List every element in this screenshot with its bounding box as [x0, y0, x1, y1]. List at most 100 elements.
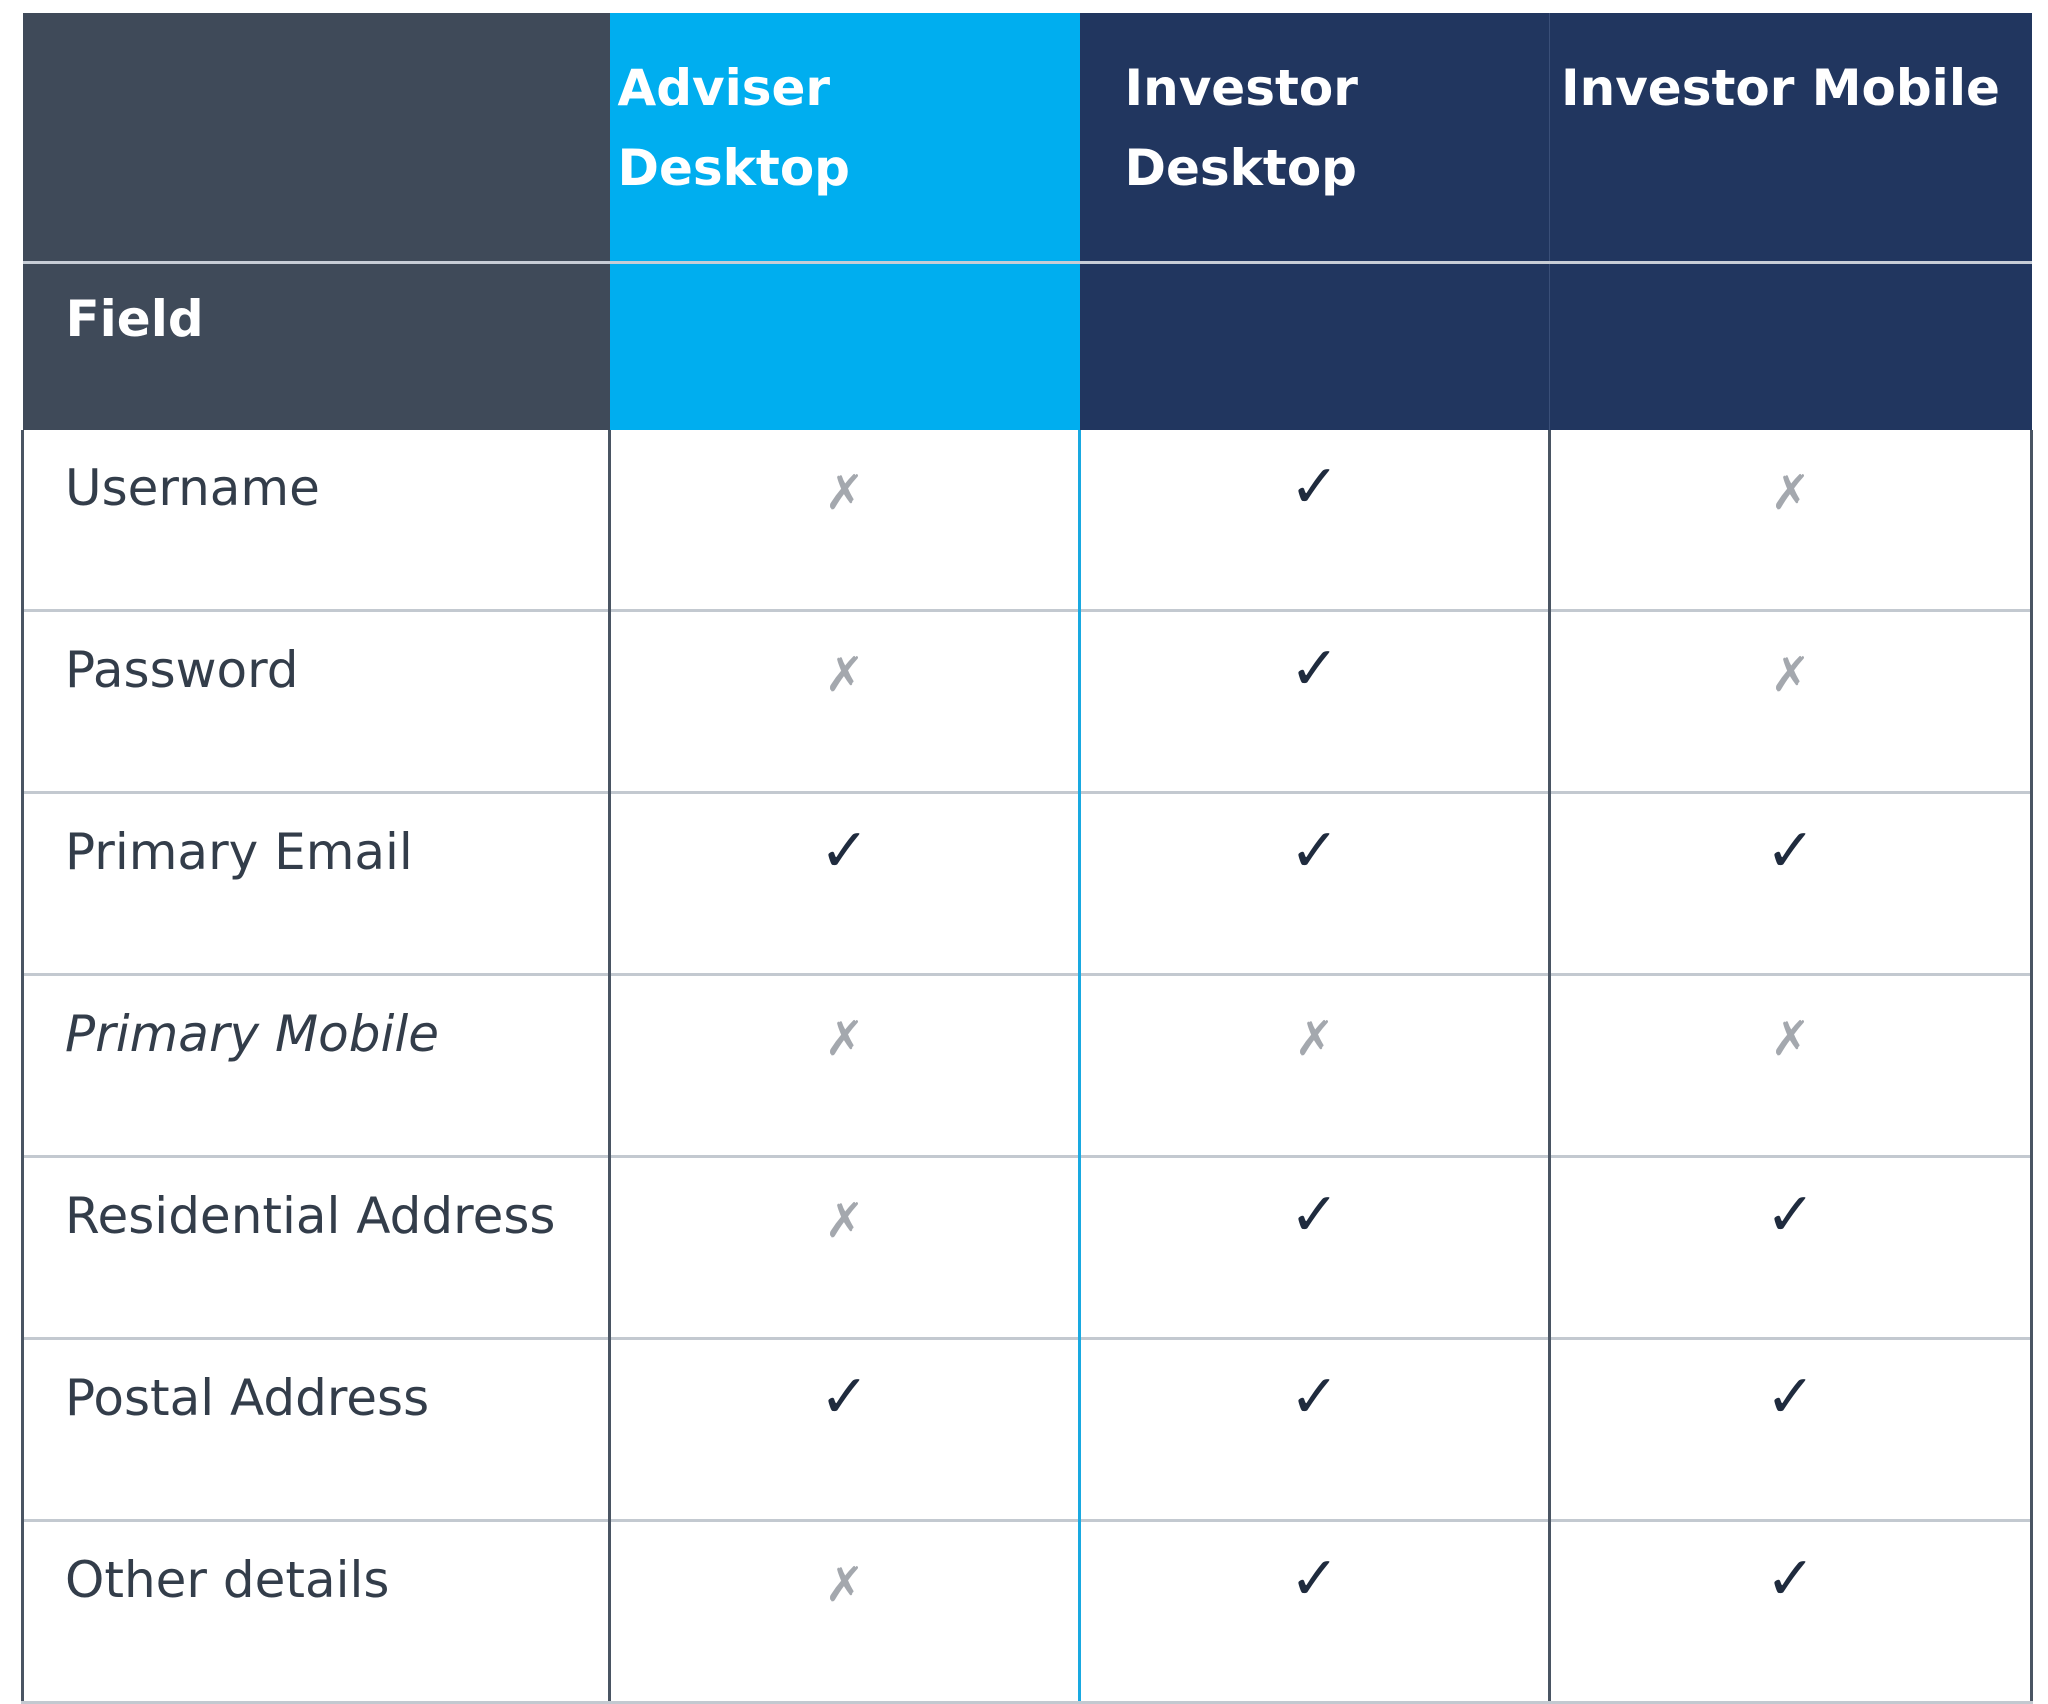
- investor-mobile-cell: ✗: [1548, 609, 2033, 793]
- header-field: Field: [22, 262, 610, 430]
- header-field-label: Field: [65, 290, 204, 348]
- check-icon: ✓: [1551, 1340, 2030, 1432]
- check-icon: ✓: [1081, 612, 1548, 704]
- investor-mobile-cell: ✓: [1548, 1519, 2033, 1704]
- check-icon: ✓: [1551, 794, 2030, 886]
- table-row: Username ✗ ✓ ✗: [21, 430, 2033, 611]
- check-icon: ✓: [1551, 1522, 2030, 1614]
- check-icon: ✓: [1081, 430, 1548, 522]
- header-investor-desktop-label: Investor Desktop: [1124, 59, 1358, 197]
- field-label: Residential Address: [65, 1187, 556, 1245]
- adviser-desktop-cell: ✗: [608, 1155, 1081, 1339]
- investor-mobile-cell: ✗: [1548, 430, 2033, 611]
- header-investor-desktop: Investor Desktop: [1079, 13, 1550, 264]
- adviser-desktop-cell: ✓: [608, 791, 1081, 975]
- table-row: Primary Email ✓ ✓ ✓: [21, 791, 2033, 975]
- cross-icon: ✗: [611, 430, 1078, 528]
- adviser-desktop-cell: ✗: [608, 973, 1081, 1157]
- table-row: Postal Address ✓ ✓ ✓: [21, 1337, 2033, 1521]
- header-adviser-desktop: Adviser Desktop: [609, 13, 1080, 264]
- cross-icon: ✗: [611, 1522, 1078, 1620]
- field-label: Username: [65, 459, 320, 517]
- header-investor-mobile-blank: [1549, 262, 2032, 430]
- cross-mark-glyph: ✗: [824, 1193, 865, 1249]
- cross-mark-glyph: ✗: [824, 1557, 865, 1613]
- investor-mobile-cell: ✓: [1548, 1337, 2033, 1521]
- check-icon: ✓: [1081, 1158, 1548, 1250]
- investor-desktop-cell: ✓: [1078, 1519, 1551, 1704]
- check-icon: ✓: [1551, 1158, 2030, 1250]
- field-label: Primary Email: [65, 823, 413, 881]
- cross-mark-glyph: ✗: [1770, 1011, 1811, 1067]
- check-icon: ✓: [611, 794, 1078, 886]
- check-mark-glyph: ✓: [819, 816, 870, 886]
- table-row: Primary Mobile ✗ ✗ ✗: [21, 973, 2033, 1157]
- adviser-desktop-cell: ✗: [608, 430, 1081, 611]
- investor-mobile-cell: ✗: [1548, 973, 2033, 1157]
- cross-icon: ✗: [611, 1158, 1078, 1256]
- header-row-field: Field: [22, 262, 2032, 430]
- check-mark-glyph: ✓: [1765, 1180, 1816, 1250]
- check-mark-glyph: ✓: [819, 1362, 870, 1432]
- table-row: Other details ✗ ✓ ✓: [21, 1519, 2033, 1704]
- check-mark-glyph: ✓: [1289, 452, 1340, 522]
- check-icon: ✓: [611, 1340, 1078, 1432]
- field-label: Other details: [65, 1551, 390, 1609]
- field-label: Postal Address: [65, 1369, 430, 1427]
- cross-icon: ✗: [1551, 976, 2030, 1074]
- adviser-desktop-cell: ✗: [608, 609, 1081, 793]
- cross-icon: ✗: [611, 976, 1078, 1074]
- check-mark-glyph: ✓: [1289, 816, 1340, 886]
- field-cell: Residential Address: [21, 1155, 611, 1339]
- field-availability-table: Adviser Desktop Investor Desktop Investo…: [21, 13, 2033, 1704]
- comparison-table-container: Adviser Desktop Investor Desktop Investo…: [21, 13, 2033, 1704]
- cross-mark-glyph: ✗: [824, 465, 865, 521]
- investor-desktop-cell: ✓: [1078, 430, 1551, 611]
- adviser-desktop-cell: ✓: [608, 1337, 1081, 1521]
- header-investor-mobile: Investor Mobile: [1549, 13, 2032, 264]
- investor-desktop-cell: ✓: [1078, 791, 1551, 975]
- header-adviser-desktop-label: Adviser Desktop: [617, 59, 850, 197]
- cross-icon: ✗: [1551, 430, 2030, 528]
- cross-mark-glyph: ✗: [1294, 1011, 1335, 1067]
- check-mark-glyph: ✓: [1765, 1362, 1816, 1432]
- investor-desktop-cell: ✓: [1078, 609, 1551, 793]
- check-mark-glyph: ✓: [1289, 1544, 1340, 1614]
- check-mark-glyph: ✓: [1289, 1180, 1340, 1250]
- investor-desktop-cell: ✗: [1078, 973, 1551, 1157]
- field-cell: Password: [21, 609, 611, 793]
- header-adviser-blank: [609, 262, 1080, 430]
- investor-desktop-cell: ✓: [1078, 1337, 1551, 1521]
- check-mark-glyph: ✓: [1289, 1362, 1340, 1432]
- cross-icon: ✗: [1551, 612, 2030, 710]
- header-corner: [22, 13, 610, 264]
- header-investor-mobile-label: Investor Mobile: [1561, 59, 2000, 117]
- field-cell: Primary Email: [21, 791, 611, 975]
- table-row: Password ✗ ✓ ✗: [21, 609, 2033, 793]
- check-icon: ✓: [1081, 1340, 1548, 1432]
- check-icon: ✓: [1081, 794, 1548, 886]
- field-cell: Primary Mobile: [21, 973, 611, 1157]
- cross-mark-glyph: ✗: [1770, 647, 1811, 703]
- cross-mark-glyph: ✗: [824, 1011, 865, 1067]
- header-row-platforms: Adviser Desktop Investor Desktop Investo…: [22, 13, 2032, 264]
- adviser-desktop-cell: ✗: [608, 1519, 1081, 1704]
- investor-mobile-cell: ✓: [1548, 791, 2033, 975]
- cross-icon: ✗: [1081, 976, 1548, 1074]
- investor-desktop-cell: ✓: [1078, 1155, 1551, 1339]
- cross-icon: ✗: [611, 612, 1078, 710]
- field-cell: Username: [21, 430, 611, 611]
- field-cell: Postal Address: [21, 1337, 611, 1521]
- field-label: Password: [65, 641, 299, 699]
- cross-mark-glyph: ✗: [824, 647, 865, 703]
- field-label: Primary Mobile: [65, 1005, 439, 1063]
- check-mark-glyph: ✓: [1289, 634, 1340, 704]
- check-icon: ✓: [1081, 1522, 1548, 1614]
- table-body: Username ✗ ✓ ✗ Password ✗ ✓ ✗ Primary Email ✓ ✓ ✓ Pr…: [21, 430, 2033, 1704]
- check-mark-glyph: ✓: [1765, 1544, 1816, 1614]
- table-row: Residential Address ✗ ✓ ✓: [21, 1155, 2033, 1339]
- investor-mobile-cell: ✓: [1548, 1155, 2033, 1339]
- field-cell: Other details: [21, 1519, 611, 1704]
- cross-mark-glyph: ✗: [1770, 465, 1811, 521]
- header-investor-desktop-blank: [1079, 262, 1550, 430]
